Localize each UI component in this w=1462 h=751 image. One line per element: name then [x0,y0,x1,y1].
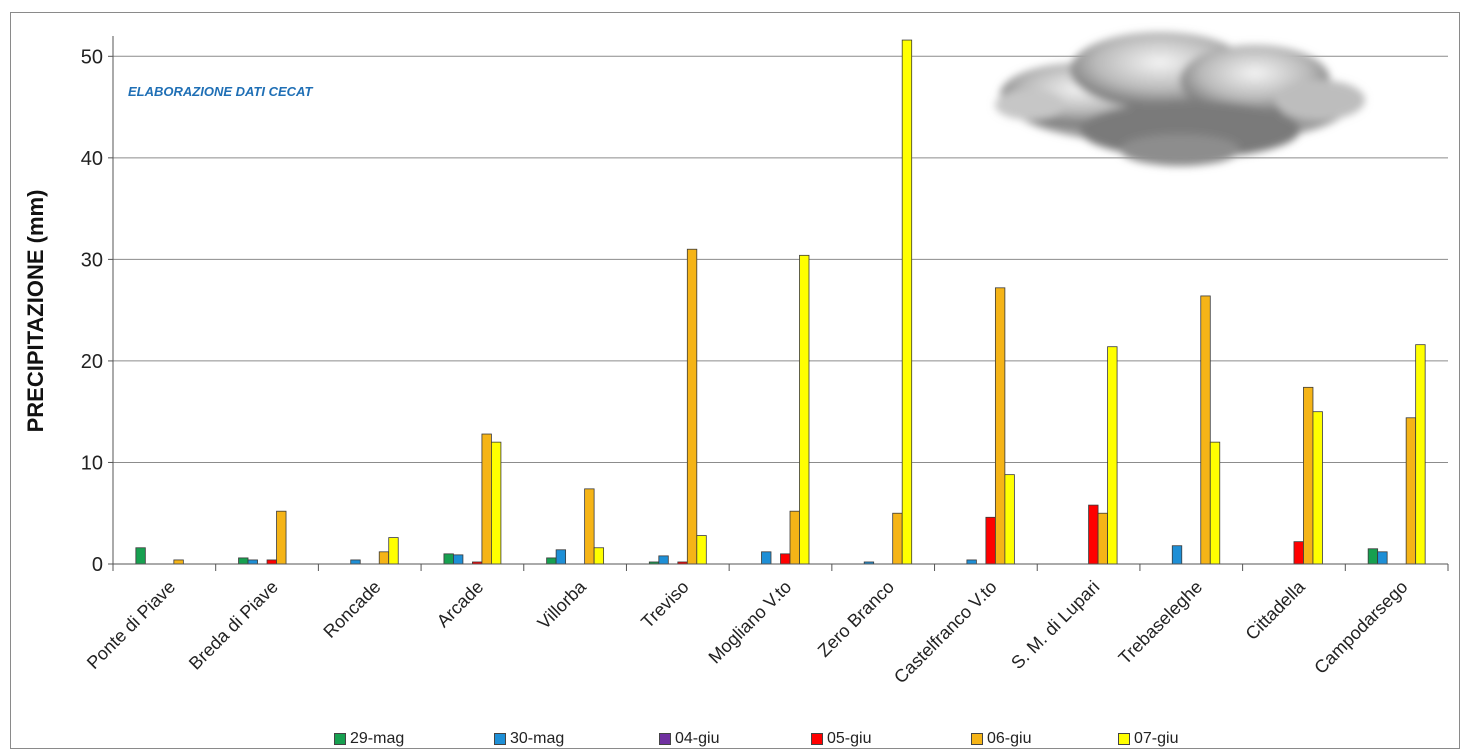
y-tick-label: 30 [81,249,103,271]
bar-07-giu [491,441,502,565]
x-tick-label: Treviso [637,577,692,632]
bar-06-giu [892,512,903,565]
x-tick-label: Arcade [433,577,487,631]
bar-07-giu [593,547,605,565]
legend-swatch [1118,733,1130,745]
bar-06-giu [173,559,184,565]
bar-06-giu [1200,295,1211,565]
bar-06-giu [1303,386,1314,565]
legend-item: 06-giu [971,730,1031,748]
data-source-annotation: ELABORAZIONE DATI CECAT [128,84,313,99]
legend-item: 05-giu [811,730,871,748]
legend-swatch [971,733,983,745]
bar-29-mag [443,553,454,565]
cloud-icon [995,32,1365,166]
bar-07-giu [1004,474,1015,565]
bar-30-mag [1377,551,1388,565]
bar-05-giu [780,553,791,565]
bar-05-giu [1293,541,1304,565]
y-axis-label: PRECIPITAZIONE (mm) [23,190,48,433]
bar-06-giu [686,248,698,565]
bar-30-mag [247,559,258,565]
bar-06-giu [994,287,1006,565]
bar-30-mag [555,549,567,565]
x-tick-label: Zero Branco [814,577,898,661]
y-tick-label: 0 [92,554,103,576]
bar-29-mag [1367,548,1379,565]
bar-30-mag [350,559,361,565]
bar-30-mag [453,554,464,565]
x-tick-label: Breda di Piave [185,577,282,674]
legend-label: 05-giu [827,730,872,747]
y-tick-label: 40 [81,148,103,170]
y-tick-label: 20 [81,351,103,373]
y-tick-label: 10 [81,452,103,474]
x-tick-label: Mogliano V.to [705,577,796,668]
bar-06-giu [1097,512,1108,565]
legend-item: 29-mag [334,730,404,748]
x-tick-label: Roncade [319,577,384,642]
legend-label: 07-giu [1134,730,1179,747]
x-tick-label: Cittadella [1242,576,1310,644]
legend-swatch [811,733,823,745]
legend-label: 30-mag [510,730,565,747]
bar-30-mag [658,555,669,565]
bar-07-giu [1107,346,1118,565]
bar-07-giu [1209,441,1221,565]
x-tick-label: Ponte di Piave [83,577,179,673]
bar-29-mag [238,557,249,565]
bar-06-giu [481,433,492,565]
bar-30-mag [761,551,772,565]
bar-05-giu [1088,504,1099,565]
bar-05-giu [985,516,996,565]
legend-label: 06-giu [987,730,1032,747]
bar-06-giu [789,510,800,565]
bar-07-giu [1312,411,1323,565]
bar-30-mag [1171,545,1183,565]
legend: 29-mag 30-mag 04-giu 05-giu 06-giu 07-giu [0,727,1462,751]
legend-swatch [659,733,671,745]
legend-item: 04-giu [659,730,719,748]
legend-swatch [494,733,506,745]
bar-30-mag [966,559,977,565]
bar-07-giu [1415,344,1426,565]
legend-item: 07-giu [1118,730,1178,748]
legend-label: 29-mag [350,730,405,747]
bar-05-giu [266,559,277,565]
bar-06-giu [378,551,390,565]
bar-06-giu [584,488,595,565]
x-tick-label: S. M. di Lupari [1007,577,1103,673]
bar-06-giu [276,510,287,565]
bar-06-giu [1405,417,1417,565]
bar-07-giu [799,254,810,565]
legend-swatch [334,733,346,745]
legend-item: 30-mag [494,730,564,748]
bar-29-mag [546,557,557,565]
legend-label: 04-giu [675,730,720,747]
bar-07-giu [696,535,707,565]
x-tick-label: Trebaseleghe [1115,577,1207,669]
x-tick-label: Villorba [534,576,591,633]
bar-07-giu [901,39,913,565]
bar-29-mag [135,547,146,565]
bar-07-giu [388,537,399,565]
x-tick-label: Campodarsego [1310,577,1411,678]
x-tick-label: Castelfranco V.to [890,577,1001,688]
y-tick-label: 50 [81,46,103,68]
